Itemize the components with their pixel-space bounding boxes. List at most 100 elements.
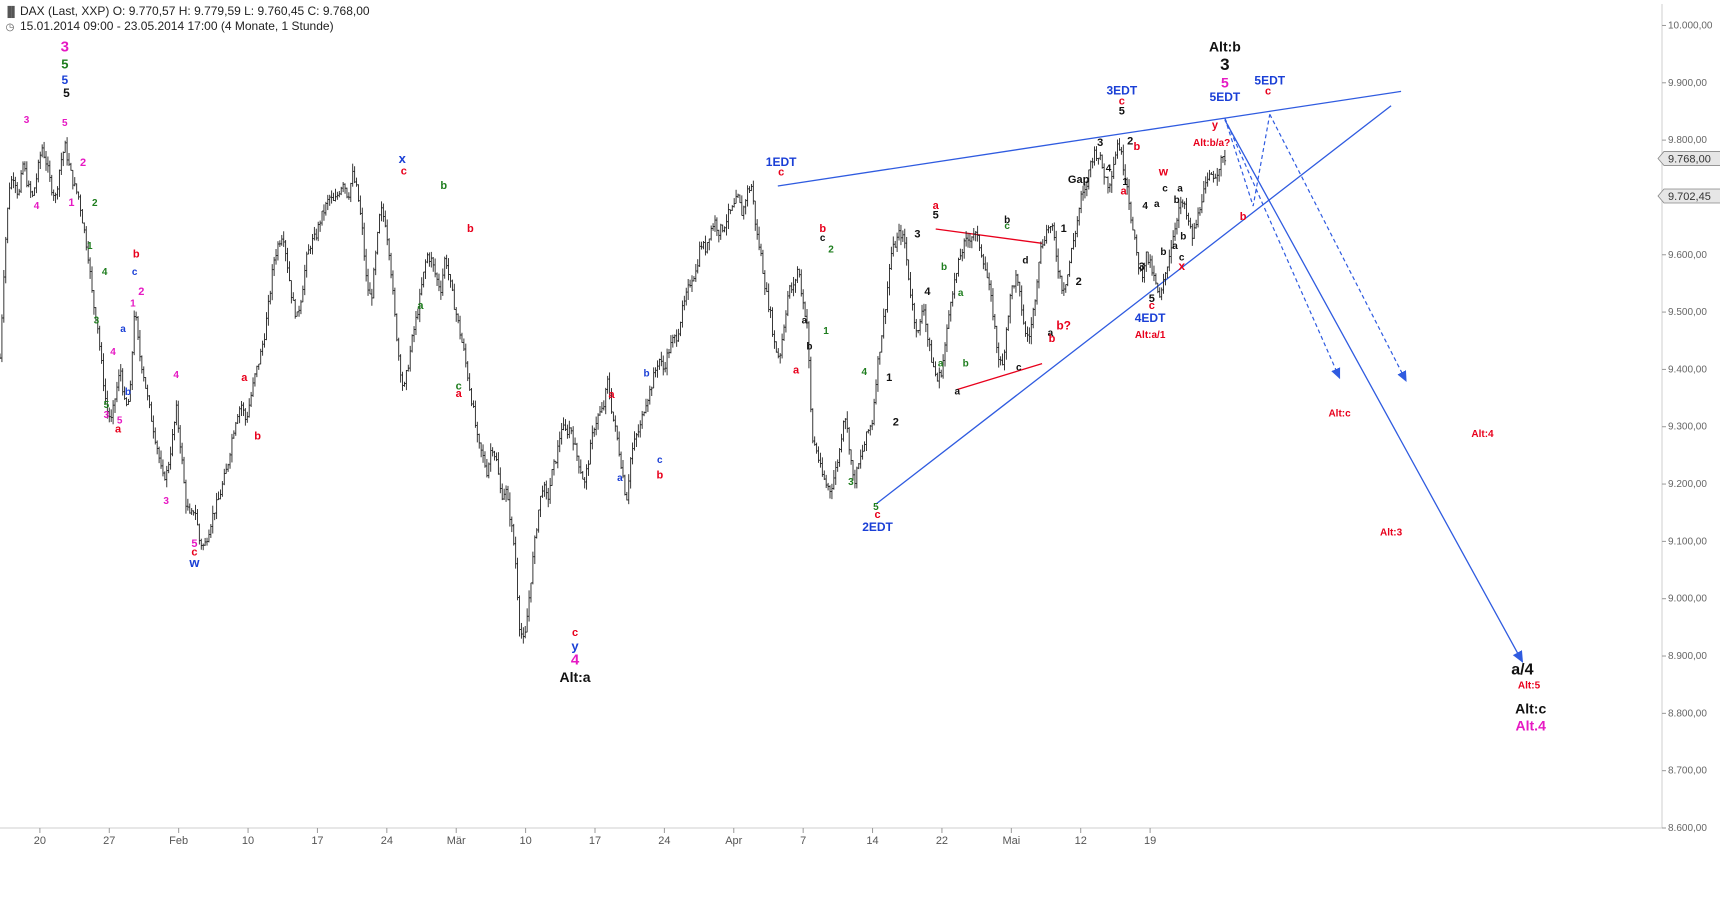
trendline-red-lower: [957, 363, 1043, 391]
wave-label: Alt:3: [1380, 528, 1403, 539]
wave-label: 4: [571, 652, 580, 669]
x-tick-label: 14: [866, 835, 878, 847]
wave-label: c: [1162, 184, 1168, 195]
wave-label: 3EDT: [1107, 83, 1138, 97]
wave-label: Alt:a/1: [1135, 330, 1166, 341]
wave-label: a: [793, 364, 800, 376]
wave-label: a: [617, 473, 623, 484]
x-tick-label: 7: [800, 835, 806, 847]
trendline-target-arrow: [1224, 119, 1524, 663]
wave-label: b: [1133, 141, 1140, 153]
wave-label: b: [1240, 211, 1247, 223]
wave-label: d: [1022, 255, 1028, 266]
wave-label: 5: [62, 118, 68, 129]
wave-label: 1: [87, 241, 93, 252]
wave-label: 5EDT: [1254, 74, 1285, 88]
y-tick-label: 9.400,00: [1668, 364, 1707, 375]
wave-label: c: [191, 547, 197, 559]
wave-label: b: [1004, 215, 1010, 226]
wave-label: 5EDT: [1210, 90, 1241, 104]
x-tick-label: 24: [658, 835, 670, 847]
wave-label: 3: [914, 229, 920, 241]
x-tick-label: 10: [519, 835, 531, 847]
trendline-upper-wedge: [777, 90, 1402, 187]
wave-label: a: [609, 389, 616, 401]
x-tick-label: 12: [1075, 835, 1087, 847]
wave-label: 4: [110, 347, 116, 358]
x-tick-label: 27: [103, 835, 115, 847]
x-tick-label: 20: [34, 835, 46, 847]
wave-label: 5: [61, 56, 68, 71]
wave-label: c: [1149, 300, 1155, 312]
wave-label: 3: [61, 38, 69, 55]
y-tick-label: 9.200,00: [1668, 479, 1707, 490]
x-tick-label: 19: [1144, 835, 1156, 847]
wave-label: y: [571, 638, 579, 653]
x-tick-label: Mär: [447, 835, 466, 847]
wave-label: 4: [34, 201, 40, 212]
y-tick-label: 8.700,00: [1668, 766, 1707, 777]
wave-label: Alt:c: [1515, 700, 1546, 716]
wave-label: 1: [68, 197, 74, 209]
wave-label: c: [401, 166, 407, 178]
y-tick-label: 9.800,00: [1668, 135, 1707, 146]
wave-label: a: [933, 200, 940, 212]
wave-label: a: [1120, 186, 1127, 198]
wave-label: b: [643, 368, 649, 379]
clock-icon: ◷: [5, 22, 15, 33]
wave-label: 2: [893, 417, 899, 429]
wave-label: a: [955, 387, 961, 398]
wave-label: 2: [80, 157, 86, 169]
wave-label: 5: [933, 210, 939, 222]
wave-label: 3: [24, 115, 30, 126]
wave-label: b: [440, 180, 447, 192]
wave-label: c: [1119, 96, 1125, 108]
wave-label: w: [1158, 165, 1169, 179]
wave-label: a: [241, 372, 248, 384]
wave-label: 2EDT: [862, 520, 893, 534]
x-tick-label: Mai: [1002, 835, 1020, 847]
wave-label: c: [1016, 363, 1022, 374]
chart-header-range: ◷ 15.01.2014 09:00 - 23.05.2014 17:00 (4 …: [4, 19, 334, 33]
projection-dashed-0: [1224, 114, 1271, 207]
wave-label: b?: [1056, 318, 1071, 332]
bars-icon: ▐▌: [4, 7, 19, 18]
wave-label: y: [1212, 120, 1219, 132]
wave-label: c: [874, 509, 880, 521]
x-tick-label: 17: [589, 835, 601, 847]
wave-label: a: [938, 359, 944, 370]
wave-label: 4: [1106, 164, 1112, 175]
wave-label: 5: [1149, 293, 1155, 305]
header-range-text: 15.01.2014 09:00 - 23.05.2014 17:00 (4 M…: [20, 19, 334, 33]
price-tag: 9.768,00: [1657, 151, 1720, 166]
wave-label: a: [456, 388, 463, 400]
x-tick-label: Feb: [169, 835, 188, 847]
wave-label: Alt:4: [1471, 429, 1494, 440]
y-tick-label: 9.500,00: [1668, 307, 1707, 318]
wave-label: c: [1265, 85, 1271, 97]
x-tick-label: 17: [311, 835, 323, 847]
wave-label: 1: [130, 298, 136, 309]
wave-label: a: [958, 288, 964, 299]
wave-label: b: [125, 387, 131, 398]
y-tick-label: 9.600,00: [1668, 250, 1707, 261]
wave-label: b: [941, 262, 947, 273]
wave-label: c: [1179, 252, 1185, 263]
price-tags: 9.768,00 9.702,45: [1657, 151, 1720, 204]
wave-label: c: [1004, 221, 1010, 232]
wave-label: Alt:a: [559, 669, 590, 685]
y-tick-label: 10.000,00: [1668, 20, 1713, 31]
wave-label: 5: [63, 86, 70, 100]
wave-label: Alt:5: [1518, 681, 1541, 692]
x-tick-label: Apr: [725, 835, 742, 847]
projection-dashed-2: [1269, 114, 1407, 382]
wave-label: a: [1154, 199, 1160, 210]
wave-label: 5: [873, 502, 879, 513]
wave-label: x: [399, 151, 407, 166]
wave-label: 1: [823, 326, 829, 337]
wave-label: c: [572, 627, 578, 639]
y-tick-label: 9.900,00: [1668, 78, 1707, 89]
x-tick-label: 24: [381, 835, 393, 847]
